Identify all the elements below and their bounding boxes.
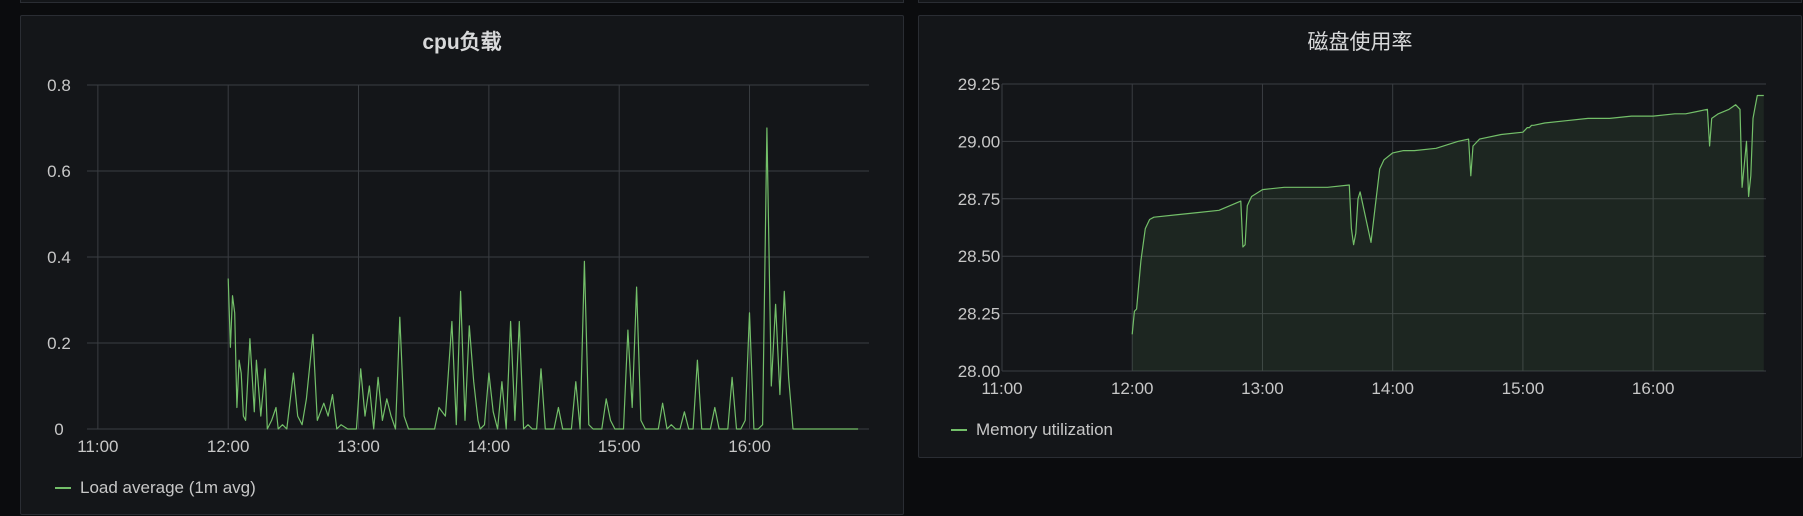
cpu-load-chart: 0 0.2 0.4 0.6 0.8 11:00 12:00 13:00 14:00 15:00 16…: [47, 76, 869, 456]
cropped-panel-above-right: [918, 0, 1802, 3]
legend-label: Memory utilization: [976, 420, 1113, 439]
y-tick-label: 29.00: [958, 132, 1001, 151]
x-tick-label: 11:00: [77, 437, 118, 456]
x-tick-label: 16:00: [1632, 379, 1675, 398]
cpu-load-panel: cpu负载 0 0.2 0.4 0.6 0.8 11:00 12:00 13:00 14:00 1…: [20, 15, 904, 515]
panel-title[interactable]: 磁盘使用率: [1307, 31, 1413, 54]
y-tick-label: 0.8: [47, 76, 71, 95]
x-tick-label: 13:00: [1241, 379, 1284, 398]
x-tick-label: 14:00: [1371, 379, 1414, 398]
y-tick-label: 0: [54, 420, 63, 439]
y-tick-label: 28.00: [958, 362, 1001, 381]
disk-usage-panel: 磁盘使用率 28.00 28.25 28.50 28.75 29.00 29.25 11:0…: [918, 15, 1802, 458]
y-tick-label: 0.4: [47, 248, 71, 267]
disk-usage-chart: 28.00 28.25 28.50 28.75 29.00 29.25 11:00 12:00…: [958, 75, 1766, 398]
x-tick-label: 12:00: [1111, 379, 1154, 398]
x-tick-label: 15:00: [598, 437, 641, 456]
x-tick-label: 12:00: [207, 437, 250, 456]
x-tick-label: 11:00: [981, 379, 1022, 398]
x-tick-label: 16:00: [728, 437, 771, 456]
y-tick-label: 0.6: [47, 162, 71, 181]
x-tick-label: 14:00: [468, 437, 511, 456]
legend-swatch: [951, 429, 967, 431]
y-tick-label: 29.25: [958, 75, 1001, 94]
series-line: [1131, 94, 1764, 335]
y-tick-label: 28.50: [958, 247, 1001, 266]
legend-label: Load average (1m avg): [80, 478, 256, 497]
series-line: [227, 127, 859, 430]
legend-swatch: [55, 487, 71, 489]
x-tick-label: 15:00: [1502, 379, 1545, 398]
x-tick-label: 13:00: [337, 437, 380, 456]
cropped-panel-above-left: [20, 0, 904, 3]
y-tick-label: 28.25: [958, 305, 1001, 324]
series-area-fill: [1132, 95, 1764, 371]
legend[interactable]: Memory utilization: [951, 420, 1113, 440]
legend[interactable]: Load average (1m avg): [55, 478, 256, 498]
y-tick-label: 0.2: [47, 334, 71, 353]
y-tick-label: 28.75: [958, 190, 1001, 209]
panel-title[interactable]: cpu负载: [422, 31, 502, 54]
